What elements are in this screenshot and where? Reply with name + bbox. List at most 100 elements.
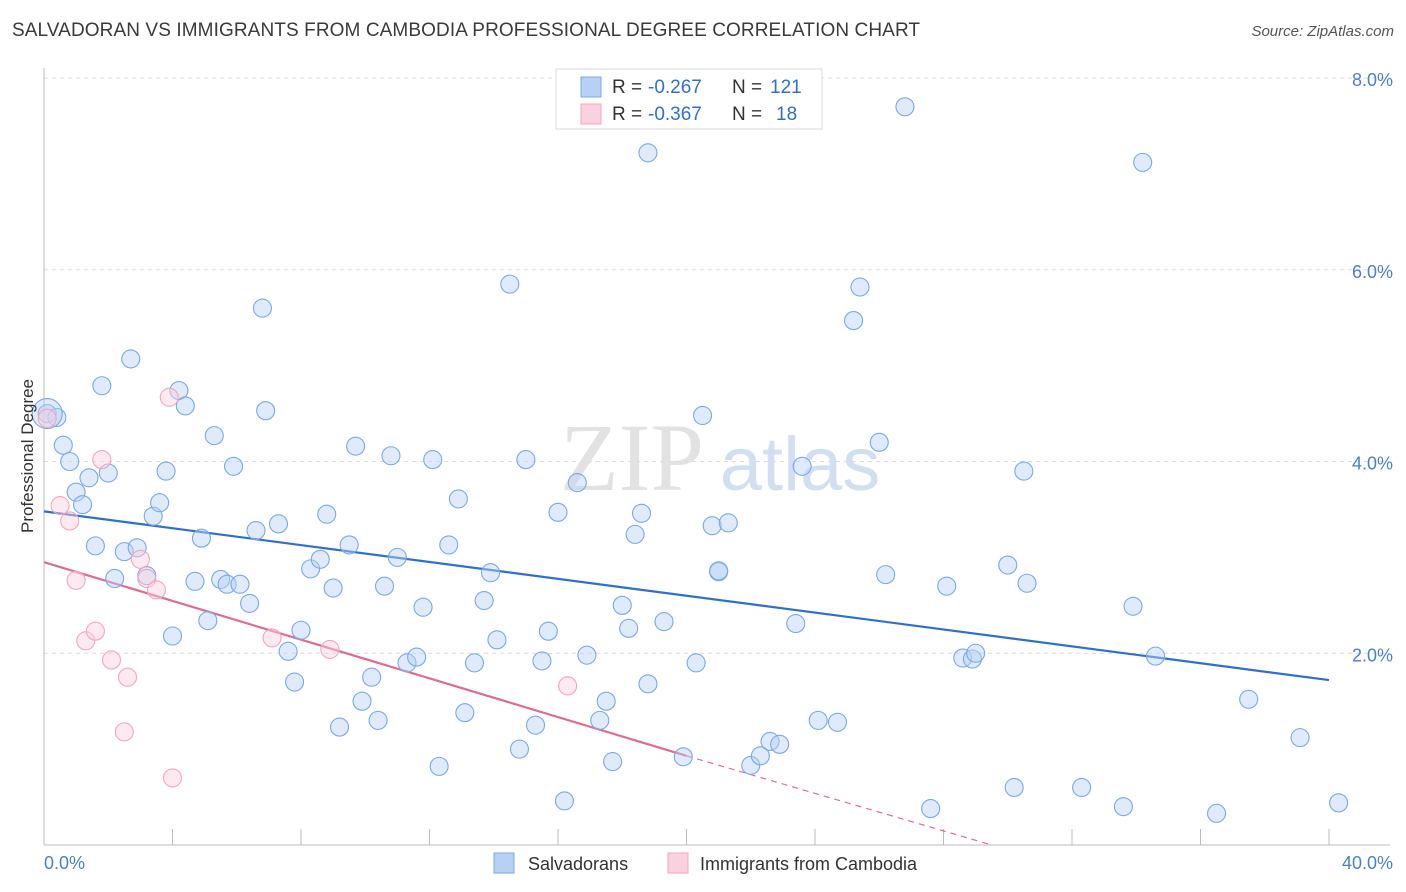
y-tick-label-1: 4.0%	[1352, 454, 1393, 474]
salvadorans-point-61	[487, 630, 507, 650]
salvadorans-point-81	[673, 747, 693, 767]
salvadorans-point-111	[1123, 596, 1143, 616]
salvadorans-point-37	[301, 559, 321, 579]
salvadorans-point-55	[439, 535, 459, 555]
cambodia-point-14	[162, 768, 183, 788]
legend-n-label-1: N =	[732, 77, 762, 98]
salvadorans-point-87	[741, 755, 761, 775]
salvadorans-point-18	[162, 626, 183, 646]
x-tick-labels: 0.0% 40.0%	[44, 853, 1393, 873]
salvadorans-point-16	[150, 493, 170, 513]
salvadorans-point-105	[998, 555, 1018, 575]
salvadorans-point-92	[792, 456, 812, 476]
salvadorans-point-34	[278, 641, 298, 661]
salvadorans-point-96	[850, 277, 870, 297]
salvadorans-point-106	[1004, 777, 1024, 798]
salvadorans-point-57	[455, 703, 475, 723]
salvadorans-point-86	[718, 513, 738, 533]
salvadorans-point-110	[1113, 797, 1133, 817]
salvadorans-point-41	[329, 717, 350, 737]
salvadorans-point-65	[525, 715, 546, 735]
salvadorans-point-75	[612, 595, 632, 615]
salvadorans-point-52	[413, 597, 433, 617]
legend-r-label-1: R =	[612, 77, 642, 98]
legend-r-value-1: -0.267	[648, 77, 702, 98]
salvadorans-point-44	[352, 691, 372, 711]
watermark: ZIP atlas	[560, 404, 880, 511]
salvadorans-point-4	[66, 482, 86, 502]
salvadorans-point-93	[808, 710, 828, 730]
salvadorans-point-79	[638, 674, 658, 694]
bottom-legend-swatch-blue	[493, 852, 515, 874]
salvadorans-point-large	[31, 398, 63, 430]
salvadorans-point-30	[246, 520, 266, 541]
salvadorans-point-102	[953, 648, 973, 668]
axes	[43, 68, 1390, 846]
salvadorans-point-90	[770, 734, 790, 754]
salvadorans-point-101	[937, 576, 957, 596]
bottom-legend-label-cambodia: Immigrants from Cambodia	[700, 854, 918, 874]
source-label: Source: ZipAtlas.com	[1251, 23, 1394, 40]
cambodia-point-8	[114, 722, 134, 742]
salvadorans-point-115	[1239, 689, 1259, 709]
cambodia-point-13	[159, 387, 179, 407]
trendline-salvadorans	[43, 510, 1330, 682]
legend-n-value-1: 121	[770, 77, 802, 98]
cambodia-point-12	[146, 580, 166, 600]
salvadorans-point-10	[105, 568, 125, 589]
salvadorans-point-13	[127, 538, 147, 558]
salvadorans-point-103	[962, 649, 982, 669]
bottom-legend-label-salvadorans: Salvadorans	[528, 854, 628, 874]
salvadorans-point-32	[256, 401, 276, 421]
legend-swatch-blue	[580, 76, 602, 98]
salvadorans-point-82	[686, 653, 706, 673]
salvadorans-point-76	[619, 618, 639, 638]
salvadorans-point-39	[317, 504, 337, 524]
y-axis-label: Professional Degree	[18, 379, 37, 533]
salvadorans-point-66	[532, 651, 552, 671]
chart-title: SALVADORAN VS IMMIGRANTS FROM CAMBODIA P…	[12, 20, 921, 41]
salvadorans-point-91	[786, 613, 806, 634]
salvadorans-point-72	[590, 710, 610, 730]
salvadorans-point-98	[876, 565, 896, 585]
salvadorans-point-38	[310, 549, 330, 569]
stats-legend: R = -0.267 N = 121 R = -0.367 N = 18	[555, 68, 823, 130]
cambodia-point-1	[50, 496, 70, 516]
salvadorans-point-112	[1145, 646, 1166, 666]
salvadorans-point-46	[368, 710, 388, 730]
cambodia-point-9	[117, 667, 138, 687]
legend-r-label-2: R =	[612, 104, 642, 125]
cambodia-point-17	[558, 676, 578, 696]
salvadorans-point-1	[47, 407, 67, 427]
salvadorans-point-109	[1072, 777, 1092, 798]
salvadorans-point-77	[625, 524, 645, 544]
trendline-cambodia-extension	[686, 755, 992, 846]
salvadorans-point-43	[346, 436, 366, 456]
cambodia-point-7	[101, 650, 122, 670]
salvadorans-point-74	[603, 752, 623, 772]
series-salvadorans	[31, 73, 1349, 823]
y-tick-label-3: 8.0%	[1352, 70, 1393, 90]
salvadorans-point-70	[567, 473, 587, 493]
y-tick-labels: 2.0% 4.0% 6.0% 8.0%	[1352, 70, 1393, 665]
salvadorans-point-40	[323, 578, 343, 598]
salvadorans-point-56	[448, 489, 468, 509]
salvadorans-point-21	[185, 571, 205, 591]
y-tick-label-2: 6.0%	[1352, 262, 1393, 282]
salvadorans-point-8	[92, 376, 112, 396]
salvadorans-point-108	[1017, 573, 1037, 593]
salvadorans-point-31	[252, 298, 273, 318]
salvadorans-point-49	[387, 547, 407, 567]
salvadorans-point-113	[1133, 152, 1153, 172]
salvadorans-point-6	[79, 468, 99, 488]
salvadorans-point-2	[53, 435, 73, 455]
salvadorans-point-47	[374, 576, 395, 596]
salvadorans-point-71	[577, 645, 597, 665]
salvadorans-point-84	[702, 516, 722, 536]
cambodia-point-15	[262, 628, 282, 648]
salvadorans-point-68	[548, 502, 568, 522]
salvadorans-point-62	[500, 274, 520, 294]
salvadorans-point-28	[230, 574, 250, 594]
legend-swatch-pink	[580, 103, 602, 125]
salvadorans-point-27	[223, 456, 244, 476]
